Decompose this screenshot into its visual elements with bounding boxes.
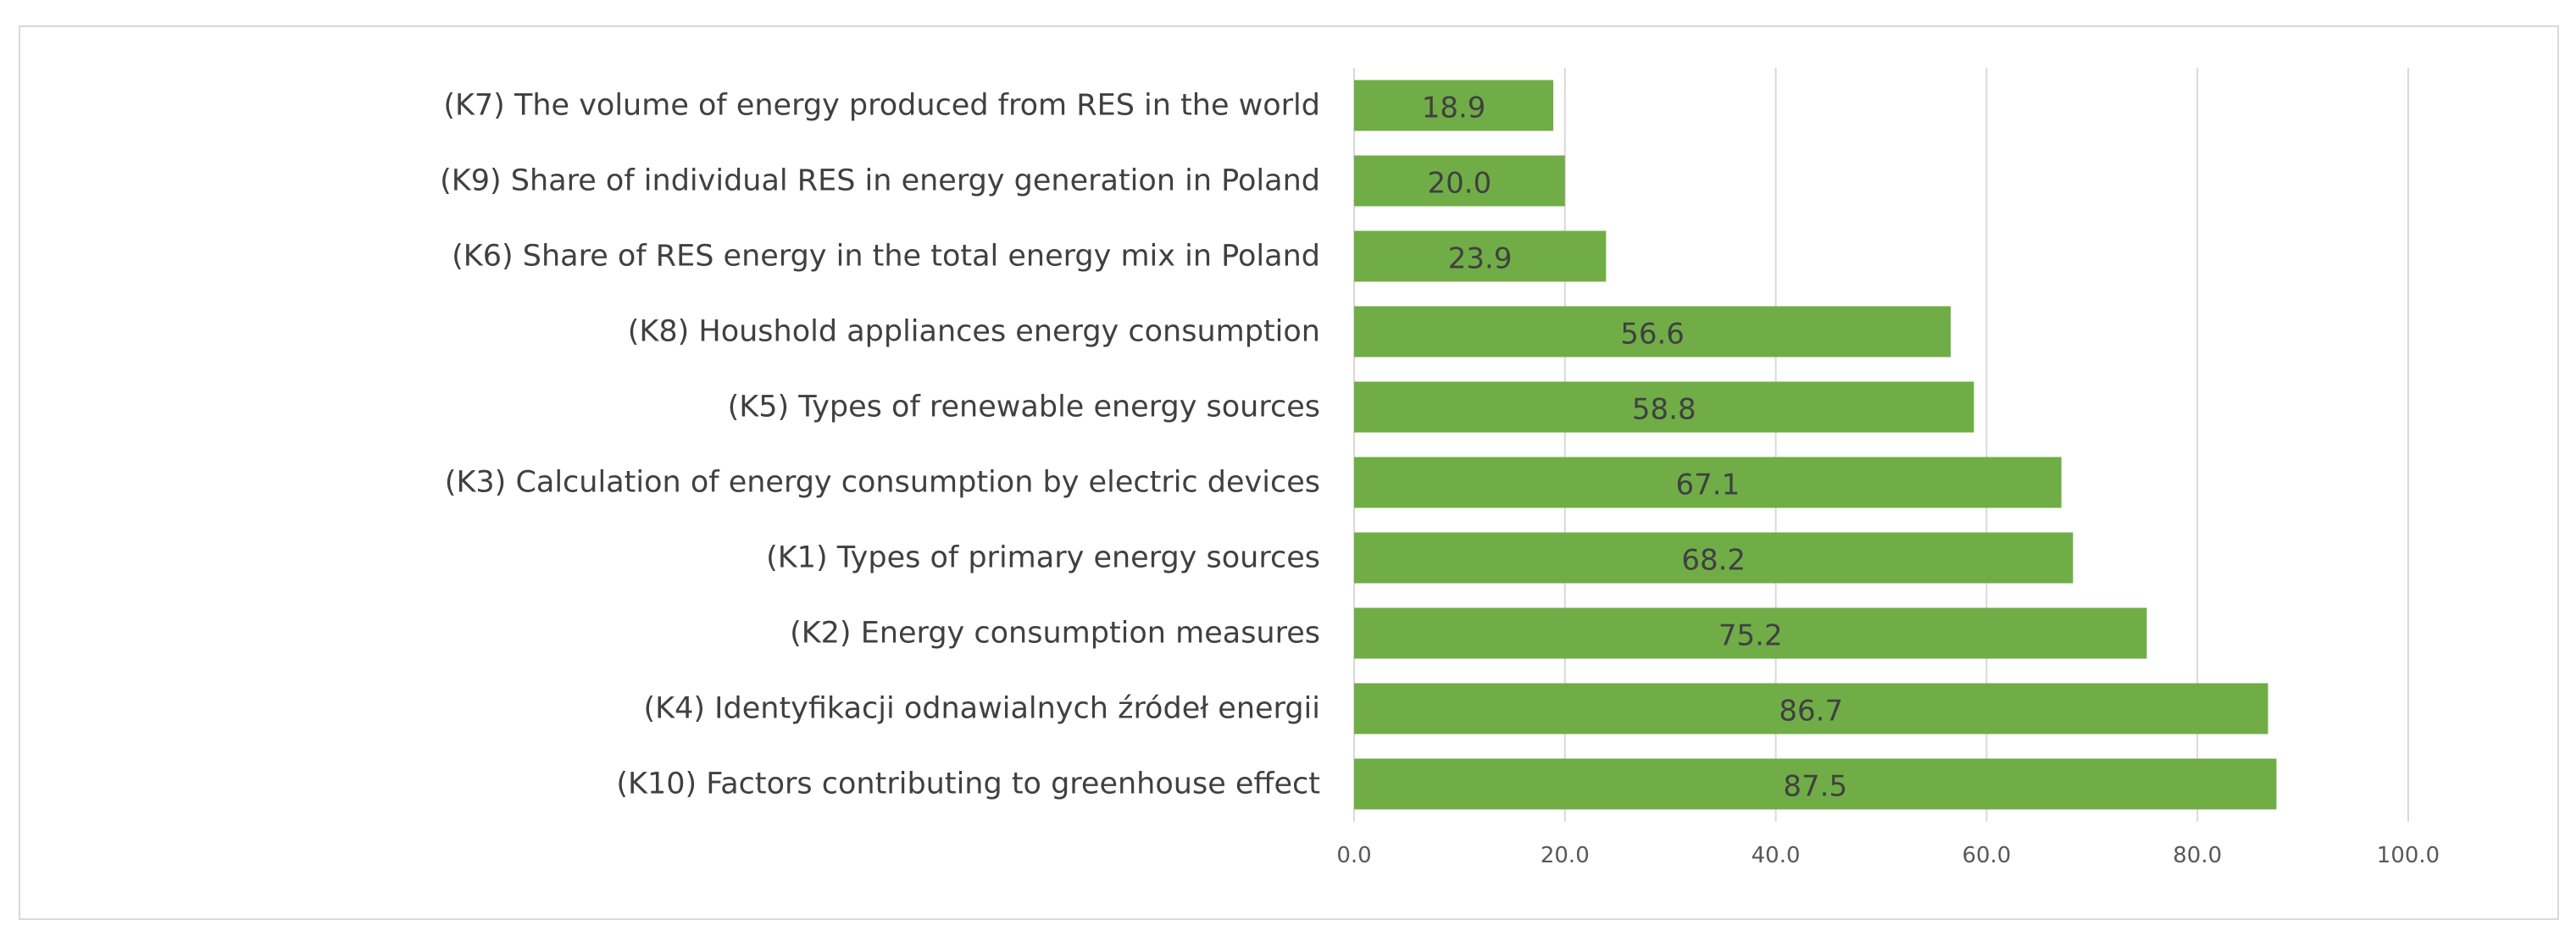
category-label-10: (K10) Factors contributing to greenhouse… <box>616 767 1320 801</box>
bar-8 <box>1354 607 2147 659</box>
data-label-6: 67.1 <box>1676 468 1740 502</box>
data-label-3: 23.9 <box>1448 242 1513 276</box>
x-tick-label-3: 60.0 <box>1962 843 2011 868</box>
data-label-9: 86.7 <box>1779 695 1843 729</box>
bar-9 <box>1354 683 2268 734</box>
category-label-1: (K7) The volume of energy produced from … <box>443 89 1320 123</box>
bar-3 <box>1354 230 1607 282</box>
category-label-3: (K6) Share of RES energy in the total en… <box>452 240 1320 274</box>
data-label-7: 68.2 <box>1681 544 1746 578</box>
category-label-5: (K5) Types of renewable energy sources <box>728 391 1320 424</box>
category-label-6: (K3) Calculation of energy consumption b… <box>445 466 1320 500</box>
x-tick-label-1: 20.0 <box>1541 843 1590 868</box>
x-tick-label-2: 40.0 <box>1752 843 1801 868</box>
category-label-7: (K1) Types of primary energy sources <box>766 541 1320 575</box>
data-label-4: 56.6 <box>1620 318 1685 352</box>
x-tick-label-5: 100.0 <box>2377 843 2440 868</box>
bar-2 <box>1354 155 1565 207</box>
bar-5 <box>1354 381 1974 433</box>
bar-10 <box>1354 758 2277 810</box>
bar-4 <box>1354 306 1951 357</box>
bar-6 <box>1354 457 2062 508</box>
category-label-8: (K2) Energy consumption measures <box>790 617 1320 651</box>
data-label-10: 87.5 <box>1783 770 1847 804</box>
x-tick-label-layer: 0.0 20.0 40.0 60.0 80.0 100.0 <box>1336 843 2440 868</box>
data-label-5: 58.8 <box>1632 393 1696 427</box>
data-label-1: 18.9 <box>1422 91 1486 125</box>
bar-layer <box>1354 80 2277 810</box>
data-label-8: 75.2 <box>1718 619 1783 653</box>
category-label-4: (K8) Houshold appliances energy consumpt… <box>628 315 1320 349</box>
data-label-layer: 18.9 20.0 23.9 56.6 58.8 67.1 68.2 75.2 86.7 87.5 <box>1422 91 1847 804</box>
category-label-layer: (K7) The volume of energy produced from … <box>440 89 1320 801</box>
bar-7 <box>1354 532 2074 584</box>
x-tick-label-0: 0.0 <box>1336 843 1371 868</box>
data-label-2: 20.0 <box>1428 167 1492 201</box>
category-label-2: (K9) Share of individual RES in energy g… <box>440 164 1320 198</box>
bar-1 <box>1354 80 1554 131</box>
x-tick-label-4: 80.0 <box>2173 843 2222 868</box>
category-label-9: (K4) Identyfikacji odnawialnych źródeł e… <box>644 692 1320 726</box>
